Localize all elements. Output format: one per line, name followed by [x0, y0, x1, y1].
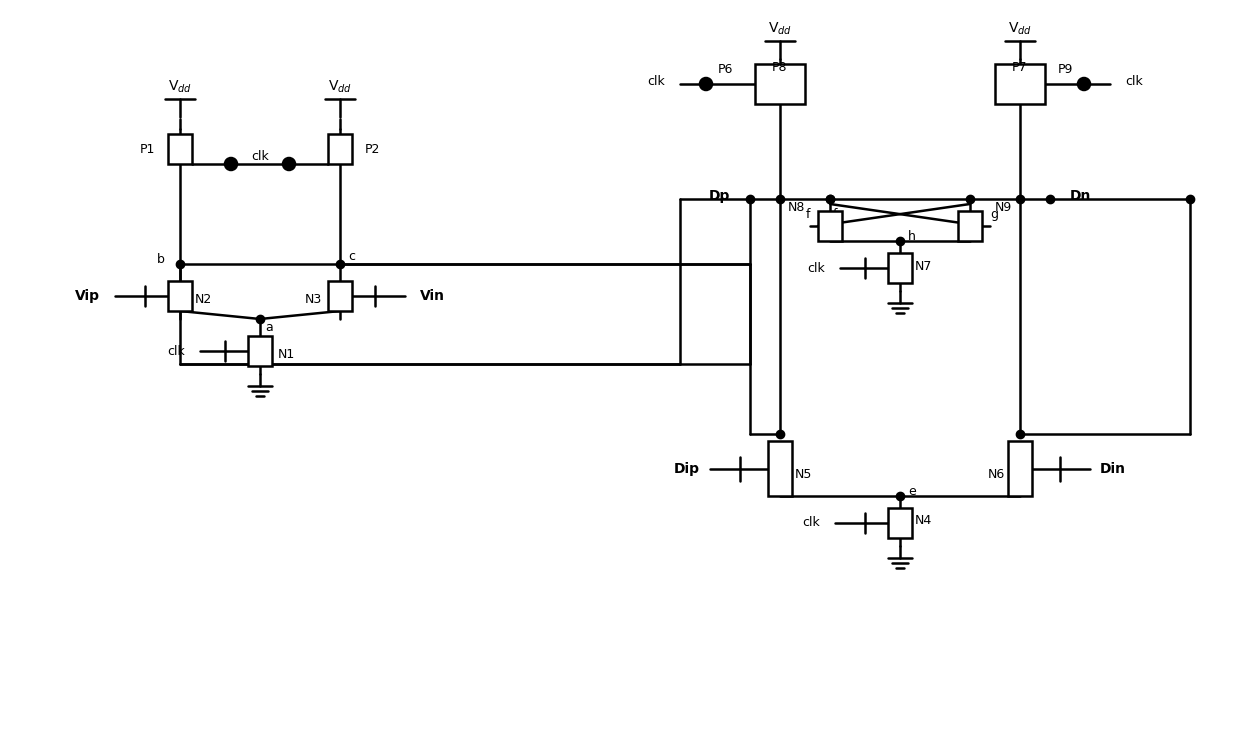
- Bar: [959, 211, 982, 241]
- Text: g: g: [990, 207, 998, 220]
- Text: P7: P7: [1012, 61, 1028, 73]
- Text: P2: P2: [365, 142, 381, 156]
- Text: V$_{dd}$: V$_{dd}$: [768, 21, 792, 37]
- Text: N4: N4: [915, 515, 932, 527]
- Text: P1: P1: [140, 142, 155, 156]
- Text: Dip: Dip: [675, 462, 701, 476]
- Text: f: f: [806, 207, 810, 220]
- Text: a: a: [265, 321, 273, 333]
- Text: f: f: [833, 207, 837, 220]
- Text: e: e: [908, 485, 916, 497]
- Text: N9: N9: [994, 201, 1012, 213]
- Text: N5: N5: [795, 467, 812, 481]
- Bar: [167, 281, 192, 311]
- Text: P9: P9: [1058, 62, 1073, 76]
- Bar: [818, 211, 842, 241]
- Bar: [768, 441, 792, 496]
- Bar: [1008, 441, 1032, 496]
- Text: Vin: Vin: [420, 289, 445, 303]
- Text: clk: clk: [252, 150, 269, 163]
- Bar: [755, 64, 805, 104]
- Circle shape: [224, 158, 237, 170]
- Text: b: b: [157, 252, 165, 265]
- Text: N8: N8: [787, 201, 805, 213]
- Text: clk: clk: [807, 261, 825, 274]
- Text: N1: N1: [278, 348, 295, 360]
- Text: N7: N7: [915, 259, 932, 273]
- Bar: [888, 253, 911, 283]
- Text: N3: N3: [305, 293, 322, 306]
- Text: clk: clk: [802, 517, 820, 530]
- Text: clk: clk: [167, 345, 185, 357]
- Text: V$_{dd}$: V$_{dd}$: [167, 79, 192, 95]
- Text: Dn: Dn: [1070, 189, 1091, 203]
- Bar: [329, 134, 352, 164]
- Text: V$_{dd}$: V$_{dd}$: [1008, 21, 1032, 37]
- Text: c: c: [348, 249, 355, 262]
- Text: g: g: [959, 207, 967, 220]
- Text: P6: P6: [717, 62, 733, 76]
- Text: clk: clk: [647, 74, 665, 88]
- Text: clk: clk: [1125, 74, 1143, 88]
- Circle shape: [1078, 78, 1090, 90]
- Circle shape: [283, 158, 295, 170]
- Bar: [329, 281, 352, 311]
- Text: Din: Din: [1100, 462, 1126, 476]
- Bar: [248, 336, 272, 366]
- Text: N2: N2: [195, 293, 212, 306]
- Bar: [888, 508, 911, 538]
- Bar: [167, 134, 192, 164]
- Text: P8: P8: [773, 61, 787, 73]
- Text: Dp: Dp: [708, 189, 730, 203]
- Bar: [994, 64, 1045, 104]
- Text: Vip: Vip: [74, 289, 100, 303]
- Text: h: h: [908, 229, 916, 243]
- Text: N6: N6: [988, 467, 1004, 481]
- Circle shape: [701, 78, 712, 90]
- Text: V$_{dd}$: V$_{dd}$: [329, 79, 352, 95]
